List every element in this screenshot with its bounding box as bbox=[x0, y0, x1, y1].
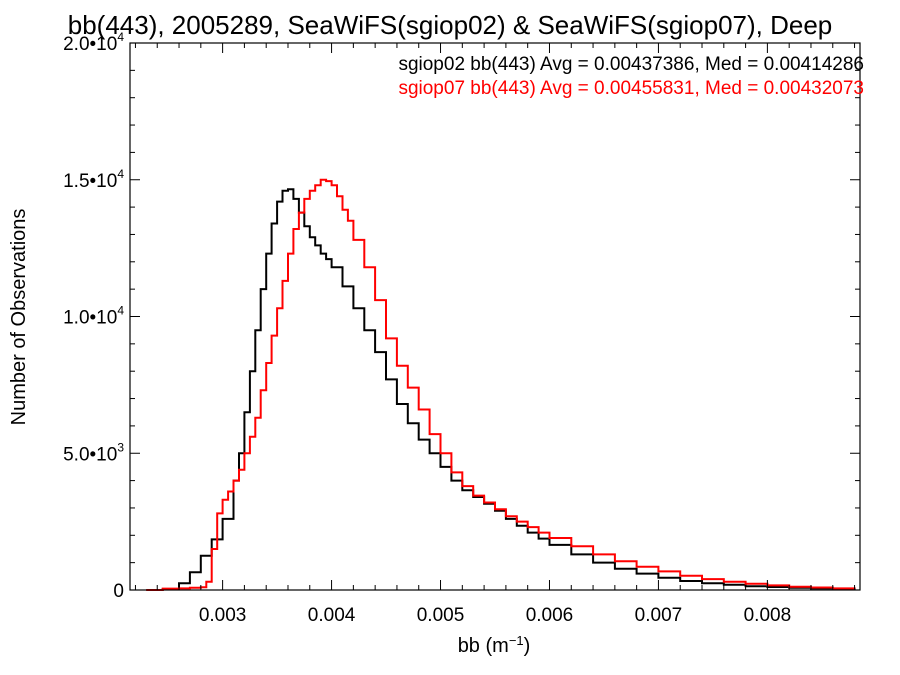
x-axis-label-superscript: −1 bbox=[509, 633, 524, 648]
x-axis-label: bb (m−1) bbox=[458, 633, 531, 657]
y-tick-label: 1.0•104 bbox=[63, 304, 124, 329]
y-tick-label: 1.5•104 bbox=[63, 167, 124, 192]
x-tick-label: 0.006 bbox=[526, 605, 574, 626]
x-tick-label: 0.007 bbox=[635, 605, 683, 626]
y-tick-label: 2.0•104 bbox=[63, 30, 124, 55]
x-tick-label: 0.008 bbox=[744, 605, 792, 626]
y-axis-label: Number of Observations bbox=[8, 209, 30, 426]
series-line-sgiop07 bbox=[146, 178, 856, 591]
x-tick-label: 0.004 bbox=[308, 605, 356, 626]
x-tick-label: 0.003 bbox=[199, 605, 247, 626]
x-tick-label: 0.005 bbox=[417, 605, 465, 626]
series-group bbox=[146, 178, 856, 591]
y-tick-label: 0 bbox=[113, 581, 124, 602]
x-axis-label-text: bb (m bbox=[458, 635, 509, 657]
ticks-group: 0.003 0.004 0.005 0.006 0.007 0.008 0 5.0•103 1.… bbox=[63, 30, 860, 626]
series-line-sgiop02 bbox=[146, 188, 856, 591]
legend: sgiop02 bb(443) Avg = 0.00437386, Med = … bbox=[398, 54, 864, 99]
legend-entry-sgiop07: sgiop07 bb(443) Avg = 0.00455831, Med = … bbox=[398, 78, 864, 99]
legend-entry-sgiop02: sgiop02 bb(443) Avg = 0.00437386, Med = … bbox=[398, 54, 864, 75]
chart-title: bb(443), 2005289, SeaWiFS(sgiop02) & Sea… bbox=[68, 10, 833, 40]
y-tick-label: 5.0•103 bbox=[63, 440, 124, 465]
x-axis-label-tail: ) bbox=[524, 635, 531, 657]
